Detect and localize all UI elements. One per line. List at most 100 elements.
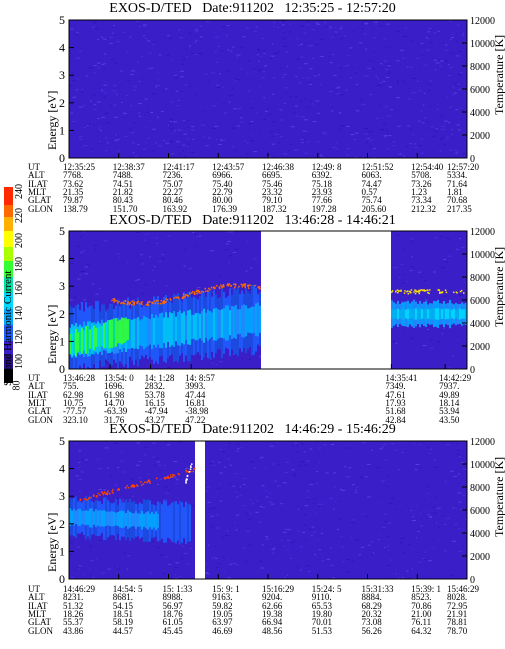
heatmap-cell — [204, 243, 208, 245]
heatmap-cell — [463, 468, 467, 470]
heatmap-cell — [344, 466, 347, 468]
heatmap-cell — [414, 92, 417, 93]
heatmap-cell — [161, 312, 163, 349]
y2tick-label: 0 — [470, 365, 475, 376]
heatmap-cell — [137, 317, 139, 350]
heatmap-cell — [183, 507, 185, 539]
heatmap-cell — [333, 74, 337, 76]
heatmap-cell — [113, 25, 115, 26]
data-gap — [261, 231, 391, 369]
temperature-point — [238, 285, 240, 288]
heatmap-cell — [280, 472, 283, 473]
heatmap-cell — [127, 554, 131, 556]
heatmap-cell — [285, 24, 287, 26]
heatmap-cell — [347, 148, 351, 149]
temperature-point — [189, 468, 192, 470]
heatmap-cell — [211, 312, 213, 337]
heatmap-cell — [145, 317, 147, 348]
temperature-point — [146, 303, 148, 306]
heatmap-cell — [139, 477, 142, 479]
ephemeris-row-label: MLT — [28, 397, 47, 408]
heatmap-cell — [144, 98, 148, 100]
temperature-point — [233, 283, 235, 286]
heatmap-cell — [455, 113, 458, 115]
heatmap-cell — [176, 34, 181, 36]
heatmap-cell — [163, 464, 166, 466]
heatmap-cell — [294, 105, 298, 107]
heatmap-cell — [260, 567, 264, 569]
heatmap-cell — [150, 112, 154, 113]
heatmap-cell — [212, 72, 216, 74]
temperature-point — [136, 485, 139, 487]
heatmap-cell — [243, 489, 247, 491]
heatmap-cell — [181, 129, 186, 131]
heatmap-cell — [399, 142, 403, 144]
heatmap-cell — [349, 47, 353, 49]
heatmap-cell — [78, 567, 80, 569]
temperature-point — [148, 479, 150, 481]
temperature-point — [118, 489, 120, 491]
heatmap-cell — [458, 482, 461, 484]
heatmap-cell — [119, 566, 123, 568]
heatmap-cell — [147, 137, 150, 139]
heatmap-cell — [108, 485, 112, 487]
heatmap-cell — [188, 268, 193, 270]
heatmap-cell — [219, 482, 221, 484]
temperature-point — [439, 292, 441, 294]
temperature-trace-2 — [185, 463, 193, 484]
temperature-point — [423, 289, 425, 291]
ephemeris-value: 19.05 — [212, 608, 233, 619]
heatmap-cell — [112, 32, 114, 34]
heatmap-cell — [113, 84, 117, 86]
heatmap-cell — [340, 125, 345, 127]
ephemeris-value: 12:49: 8 — [311, 162, 342, 172]
heatmap-cell — [399, 277, 401, 279]
heatmap-cell — [327, 82, 330, 84]
y2tick-label: 12000 — [470, 227, 495, 238]
heatmap-cell — [224, 112, 227, 114]
heatmap-cell — [87, 510, 89, 525]
heatmap-cell — [151, 511, 153, 530]
heatmap-cell — [232, 563, 236, 565]
heatmap-cell — [394, 508, 397, 510]
heatmap-cell — [380, 129, 385, 130]
temperature-point — [421, 289, 423, 291]
heatmap-cell — [76, 32, 79, 34]
heatmap-cell — [388, 486, 391, 488]
temperature-point — [258, 287, 260, 289]
heatmap-cell — [367, 58, 371, 60]
heatmap-cell — [441, 115, 444, 117]
heatmap-cell — [373, 51, 375, 53]
heatmap-cell — [303, 514, 307, 516]
heatmap-cell — [412, 520, 416, 521]
ephemeris-value: 49.89 — [439, 389, 460, 400]
heatmap-cell — [114, 442, 119, 444]
heatmap-cell — [255, 56, 258, 58]
heatmap-cell — [227, 557, 229, 559]
heatmap-cell — [159, 478, 162, 480]
ephemeris-value: 14:42:29 — [439, 373, 472, 383]
temperature-point — [178, 297, 180, 300]
y2tick-label: 4000 — [470, 108, 490, 119]
ephemeris-value: 22.27 — [162, 186, 183, 197]
ytick-label: 4 — [59, 41, 65, 55]
heatmap-cell — [446, 238, 451, 240]
heatmap-cell — [294, 96, 297, 98]
heatmap-cell — [296, 54, 298, 56]
heatmap-cell — [173, 121, 177, 123]
heatmap-cell — [430, 65, 432, 67]
heatmap-cell — [283, 74, 287, 75]
heatmap-cell — [147, 318, 149, 347]
temperature-point — [221, 286, 224, 289]
heatmap-cell — [448, 122, 451, 123]
heatmap-cell — [89, 561, 91, 563]
heatmap-cell — [98, 468, 103, 470]
heatmap-cell — [117, 264, 119, 266]
ephemeris-value: 8231. — [63, 592, 84, 603]
heatmap-cell — [214, 36, 219, 38]
heatmap-cell — [372, 60, 375, 62]
heatmap-cell — [206, 486, 210, 488]
temperature-point — [152, 302, 154, 305]
heatmap-cell — [146, 233, 149, 235]
heatmap-cell — [450, 30, 455, 32]
